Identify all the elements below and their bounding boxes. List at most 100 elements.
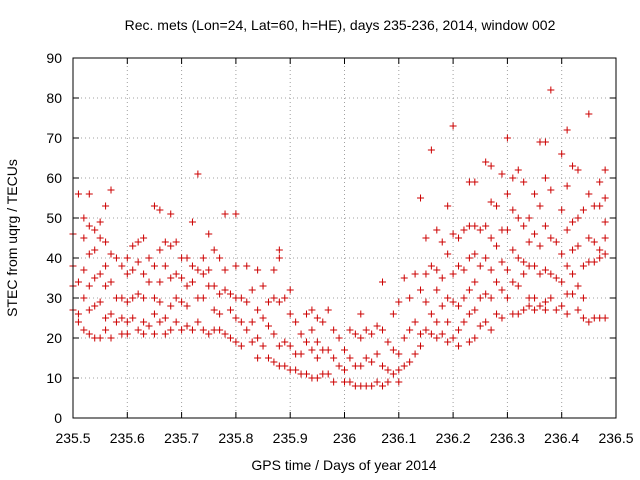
data-point-marker — [226, 334, 234, 342]
data-point-marker — [514, 310, 522, 318]
data-point-marker — [156, 206, 164, 214]
data-point-marker — [275, 246, 283, 254]
data-point-marker — [547, 294, 555, 302]
data-point-marker — [205, 266, 213, 274]
data-point-marker — [476, 294, 484, 302]
data-point-marker — [281, 294, 289, 302]
data-point-marker — [482, 158, 490, 166]
data-point-marker — [498, 258, 506, 266]
data-point-marker — [85, 190, 93, 198]
y-tick-label: 50 — [46, 210, 62, 226]
data-point-marker — [579, 294, 587, 302]
data-point-marker — [493, 202, 501, 210]
data-point-marker — [243, 298, 251, 306]
data-point-marker — [357, 334, 365, 342]
data-point-marker — [145, 278, 153, 286]
x-tick-label: 235.8 — [218, 430, 253, 446]
data-point-marker — [172, 294, 180, 302]
data-point-marker — [438, 274, 446, 282]
data-point-marker — [525, 238, 533, 246]
data-point-marker — [541, 138, 549, 146]
data-point-marker — [373, 350, 381, 358]
data-point-marker — [384, 366, 392, 374]
data-point-marker — [188, 262, 196, 270]
data-point-marker — [129, 266, 137, 274]
data-point-marker — [362, 326, 370, 334]
data-point-marker — [547, 270, 555, 278]
data-point-marker — [254, 334, 262, 342]
data-point-marker — [569, 218, 577, 226]
data-point-marker — [183, 302, 191, 310]
data-point-marker — [216, 326, 224, 334]
data-point-marker — [188, 326, 196, 334]
data-point-marker — [395, 350, 403, 358]
x-tick-label: 236.3 — [490, 430, 525, 446]
data-point-marker — [150, 310, 158, 318]
data-point-marker — [178, 298, 186, 306]
data-point-marker — [91, 246, 99, 254]
data-point-marker — [520, 178, 528, 186]
data-point-marker — [330, 326, 338, 334]
data-point-marker — [503, 294, 511, 302]
data-point-marker — [525, 302, 533, 310]
data-point-marker — [536, 242, 544, 250]
data-point-marker — [438, 238, 446, 246]
data-point-marker — [493, 242, 501, 250]
data-point-marker — [74, 310, 82, 318]
data-point-marker — [85, 250, 93, 258]
data-point-marker — [167, 326, 175, 334]
data-point-marker — [503, 226, 511, 234]
data-point-marker — [80, 326, 88, 334]
data-point-marker — [395, 378, 403, 386]
data-point-marker — [302, 370, 310, 378]
data-point-marker — [596, 254, 604, 262]
data-point-marker — [449, 230, 457, 238]
data-point-marker — [427, 330, 435, 338]
data-point-marker — [221, 210, 229, 218]
data-point-marker — [232, 262, 240, 270]
data-point-marker — [199, 326, 207, 334]
data-point-marker — [221, 286, 229, 294]
data-point-marker — [460, 318, 468, 326]
data-point-marker — [161, 330, 169, 338]
data-point-marker — [541, 306, 549, 314]
data-point-marker — [471, 178, 479, 186]
data-point-marker — [123, 270, 131, 278]
data-point-marker — [297, 350, 305, 358]
data-point-marker — [167, 302, 175, 310]
data-point-marker — [585, 110, 593, 118]
data-point-marker — [118, 294, 126, 302]
data-point-marker — [438, 330, 446, 338]
data-point-marker — [574, 166, 582, 174]
data-point-marker — [248, 318, 256, 326]
data-point-marker — [102, 282, 110, 290]
data-point-marker — [531, 230, 539, 238]
data-point-marker — [346, 378, 354, 386]
data-point-marker — [341, 346, 348, 354]
data-point-marker — [444, 294, 452, 302]
data-point-marker — [406, 294, 414, 302]
data-point-marker — [601, 314, 609, 322]
data-point-marker — [74, 278, 82, 286]
data-point-marker — [85, 222, 93, 230]
data-point-marker — [292, 366, 300, 374]
data-point-marker — [455, 262, 463, 270]
data-point-marker — [476, 226, 484, 234]
data-point-marker — [150, 330, 158, 338]
data-markers — [69, 86, 609, 390]
data-point-marker — [313, 314, 321, 322]
data-point-marker — [156, 246, 164, 254]
data-point-marker — [123, 298, 131, 306]
chart-title: Rec. mets (Lon=24, Lat=60, h=HE), days 2… — [125, 17, 556, 33]
data-point-marker — [183, 282, 191, 290]
data-point-marker — [140, 270, 148, 278]
x-tick-label: 235.7 — [164, 430, 199, 446]
data-point-marker — [102, 314, 110, 322]
data-point-marker — [465, 254, 473, 262]
y-tick-label: 20 — [46, 330, 62, 346]
data-point-marker — [368, 330, 376, 338]
data-point-marker — [547, 234, 555, 242]
data-point-marker — [102, 202, 110, 210]
data-point-marker — [558, 206, 566, 214]
data-point-marker — [368, 382, 376, 390]
